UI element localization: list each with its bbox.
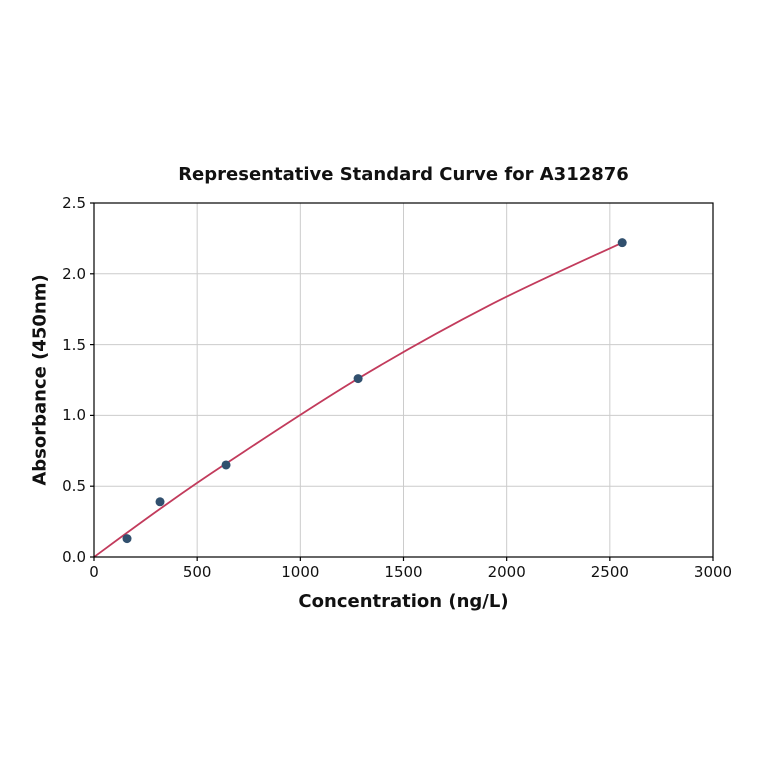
data-point [617, 238, 627, 248]
x-tick-label: 1500 [384, 563, 423, 581]
x-axis-label: Concentration (ng/L) [298, 591, 509, 612]
fit-curve [93, 241, 623, 558]
y-tick-label: 2.5 [62, 194, 86, 212]
y-tick-label: 0.5 [62, 477, 86, 496]
x-tick-label: 2000 [487, 563, 526, 581]
y-axis-label: Absorbance (450nm) [29, 274, 51, 486]
data-point [155, 497, 165, 507]
x-tick-label: 2500 [590, 563, 629, 581]
x-tick-label: 500 [182, 563, 212, 581]
data-point [353, 374, 363, 384]
data-point [122, 534, 132, 544]
x-tick-label: 0 [89, 563, 99, 581]
y-tick-label: 1.0 [62, 406, 86, 425]
x-tick-label: 3000 [693, 563, 733, 581]
y-tick-label: 2.0 [62, 264, 86, 283]
y-tick-label: 1.5 [62, 335, 86, 354]
chart-title: Representative Standard Curve for A31287… [178, 164, 629, 185]
data-point [221, 460, 231, 470]
x-tick-label: 1000 [281, 563, 320, 581]
y-tick-label: 0.0 [62, 548, 86, 566]
